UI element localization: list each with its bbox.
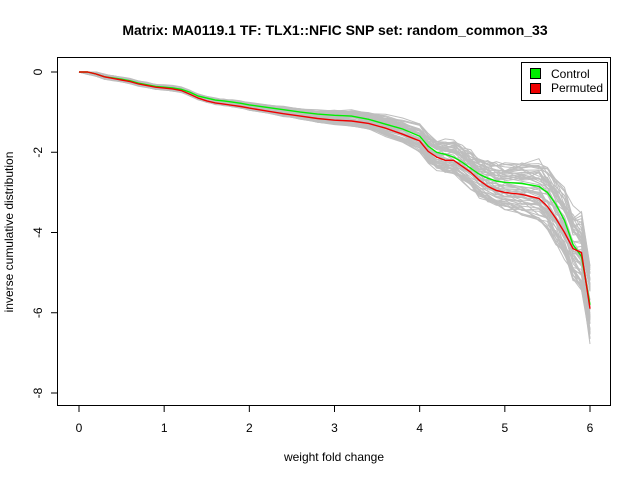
y-axis-label: inverse cumulative distribution — [2, 152, 16, 313]
y-tick-label: 0 — [31, 68, 45, 75]
y-axis: 0 -2 -4 -6 -8 — [31, 68, 58, 398]
x-tick-label: 1 — [161, 421, 168, 435]
y-tick-label: -2 — [31, 147, 45, 158]
chart-title: Matrix: MA0119.1 TF: TLX1::NFIC SNP set:… — [122, 22, 547, 38]
x-tick-label: 2 — [246, 421, 253, 435]
series-line-permuted — [79, 71, 591, 309]
x-tick-label: 3 — [331, 421, 338, 435]
legend-swatch-control — [530, 68, 541, 79]
legend-label-control: Control — [551, 67, 590, 81]
series-line-control — [79, 71, 591, 305]
x-axis: 0 1 2 3 4 5 6 — [76, 405, 594, 435]
x-tick-label: 4 — [416, 421, 423, 435]
y-tick-label: -4 — [31, 227, 45, 238]
legend: Control Permuted — [521, 62, 608, 101]
x-tick-label: 5 — [501, 421, 508, 435]
x-tick-label: 0 — [76, 421, 83, 435]
y-tick-label: -8 — [31, 387, 45, 398]
permutation-line — [78, 71, 591, 335]
y-tick-label: -6 — [31, 307, 45, 318]
permutation-line — [79, 71, 591, 273]
legend-swatch-permuted — [530, 83, 541, 94]
series-lines — [79, 71, 591, 309]
legend-label-permuted: Permuted — [551, 81, 603, 95]
x-tick-label: 6 — [587, 421, 594, 435]
x-axis-label: weight fold change — [283, 450, 384, 464]
permutation-lines — [78, 71, 591, 345]
